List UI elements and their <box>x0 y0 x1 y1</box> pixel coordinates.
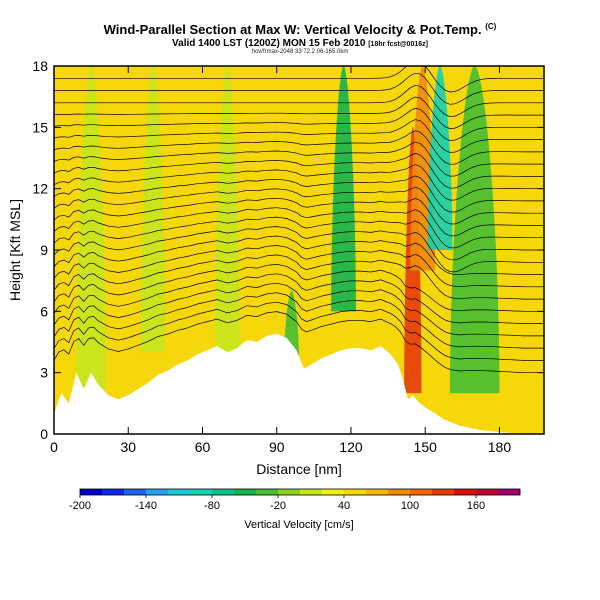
colorbar-bin-14 <box>388 489 411 495</box>
isentrope-2 <box>54 292 544 349</box>
y-tick-label-0: 0 <box>40 426 48 442</box>
x-tick-label-30: 30 <box>120 439 136 455</box>
colorbar-tick-label--140: -140 <box>135 500 157 512</box>
y-tick-label-15: 15 <box>32 119 48 135</box>
colorbar-tick-label--20: -20 <box>270 500 286 512</box>
colorbar-tick-label-40: 40 <box>338 500 350 512</box>
chart-title-text: Wind-Parallel Section at Max W: Vertical… <box>103 22 482 37</box>
isentrope-1 <box>54 301 544 361</box>
velocity-feature-7 <box>140 66 166 353</box>
isentrope-17 <box>54 141 544 177</box>
terrain-fill <box>54 333 544 434</box>
y-tick-label-18: 18 <box>32 58 48 74</box>
isentrope-21 <box>54 96 544 129</box>
colorbar-bin-7 <box>234 489 257 495</box>
colorbar-bin-11 <box>322 489 345 495</box>
y-tick-label-3: 3 <box>40 365 48 381</box>
colorbar-bin-17 <box>454 489 477 495</box>
isentrope-10 <box>54 216 544 261</box>
colorbar-tick-label--80: -80 <box>204 500 220 512</box>
colorbar-bin-8 <box>256 489 279 495</box>
colorbar-bin-3 <box>146 489 169 495</box>
x-tick-label-0: 0 <box>50 439 58 455</box>
colorbar-bin-10 <box>300 489 323 495</box>
colorbar-bin-15 <box>410 489 433 495</box>
plot-area <box>54 66 544 434</box>
isentrope-23 <box>54 72 544 105</box>
x-tick-label-90: 90 <box>269 439 285 455</box>
velocity-feature-4 <box>449 66 500 394</box>
y-tick-label-9: 9 <box>40 242 48 258</box>
colorbar-bin-18 <box>476 489 499 495</box>
chart-title: Wind-Parallel Section at Max W: Vertical… <box>0 22 600 37</box>
y-tick-label-12: 12 <box>32 181 48 197</box>
colorbar-bin-19 <box>498 489 521 495</box>
isentrope-5 <box>54 264 544 312</box>
isentrope-14 <box>54 175 544 213</box>
colorbar-tick-label-160: 160 <box>467 500 485 512</box>
isentrope-19 <box>54 119 544 153</box>
isentrope-16 <box>54 152 544 189</box>
isentrope-11 <box>54 207 544 249</box>
file-info: hov/frmax-2048 33 72.2 06-165.0km <box>251 49 349 55</box>
colorbar-frame <box>79 488 521 496</box>
y-axis: 0 3 6 9 12 15 18 <box>32 58 544 442</box>
colorbar-bin-1 <box>102 489 125 495</box>
velocity-feature-2 <box>331 66 356 312</box>
isentrope-3 <box>54 282 544 337</box>
colorbar-bin-6 <box>212 489 235 495</box>
colorbar-bin-9 <box>278 489 301 495</box>
forecast-text: [18hr fcst@0016z] <box>368 41 428 48</box>
isentrope-contours <box>54 66 544 374</box>
x-tick-label-60: 60 <box>195 439 211 455</box>
valid-time-line: Valid 1400 LST (1200Z) MON 15 Feb 2010 [… <box>0 38 600 49</box>
x-tick-label-120: 120 <box>339 439 363 455</box>
valid-time-text: Valid 1400 LST (1200Z) MON 15 Feb 2010 <box>172 38 366 49</box>
x-tick-label-150: 150 <box>414 439 438 455</box>
y-axis-label: Height [Kft MSL] <box>7 199 23 301</box>
isentrope-15 <box>54 164 544 201</box>
copyright-mark: (C) <box>485 22 497 31</box>
colorbar-tick-label--200: -200 <box>69 500 91 512</box>
isentrope-24 <box>54 66 544 93</box>
velocity-feature-6 <box>76 66 106 394</box>
isentrope-7 <box>54 245 544 288</box>
colorbar-tick-label-100: 100 <box>401 500 419 512</box>
colorbar-bin-2 <box>124 489 147 495</box>
isentrope-6 <box>54 254 544 300</box>
isentrope-9 <box>54 226 544 273</box>
x-axis-label: Distance [nm] <box>256 461 342 477</box>
isentrope-4 <box>54 273 544 324</box>
colorbar-bin-13 <box>366 489 389 495</box>
isentrope-0 <box>54 311 544 374</box>
isentrope-12 <box>54 197 544 237</box>
isentrope-20 <box>54 107 544 141</box>
x-tick-label-180: 180 <box>488 439 512 455</box>
colorbar-label: Vertical Velocity [cm/s] <box>244 519 353 531</box>
y-tick-label-6: 6 <box>40 303 48 319</box>
colorbar-bin-16 <box>432 489 455 495</box>
x-axis: 0 30 60 90 120 150 180 <box>50 66 511 455</box>
colorbar-bin-4 <box>168 489 191 495</box>
colorbar-bin-5 <box>190 489 213 495</box>
isentrope-18 <box>54 130 544 165</box>
isentrope-13 <box>54 186 544 225</box>
isentrope-22 <box>54 85 544 117</box>
isentrope-8 <box>54 235 544 276</box>
colorbar-bin-0 <box>80 489 103 495</box>
colorbar: -200 -140 -80 -20 40 100 160 <box>69 488 521 512</box>
colorbar-bin-12 <box>344 489 367 495</box>
